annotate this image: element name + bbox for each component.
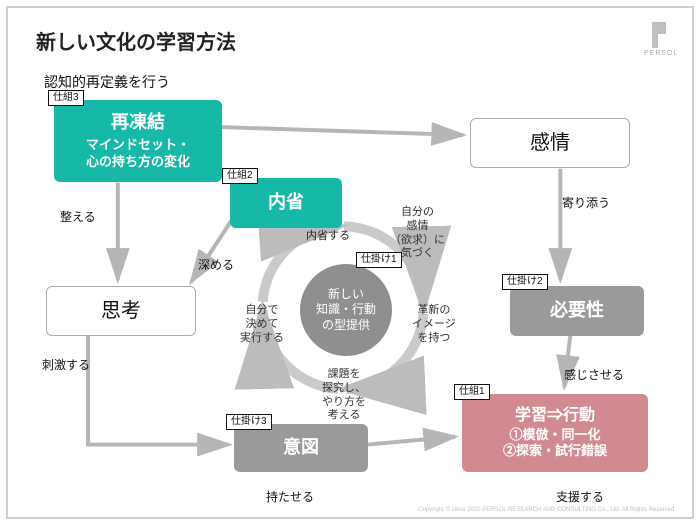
node-center-circle: 新しい 知識・行動 の型提供: [300, 264, 392, 356]
node-emotion-title: 感情: [530, 130, 570, 156]
node-learn-act-line1: ①模倣・同一化: [509, 427, 600, 444]
node-reflect-title: 内省: [268, 191, 304, 214]
page-subtitle: 認知的再定義を行う: [44, 72, 170, 92]
edge-support: 支援する: [556, 488, 604, 505]
node-refreeze-sub: マインドセット・ 心の持ち方の変化: [86, 137, 190, 171]
tag-center: 仕掛け1: [356, 252, 402, 268]
reflect-sub-right: 内省する: [306, 230, 350, 244]
node-intent-title: 意図: [283, 436, 319, 459]
copyright: Copyright © since 2020 PERSOL RESEARCH A…: [418, 507, 676, 513]
cycle-c2: 革新の イメージ を持つ: [412, 304, 456, 345]
edge-deepen: 深める: [198, 256, 234, 273]
cycle-c4: 自分で 決めて 実行する: [240, 304, 284, 345]
node-necessity-title: 必要性: [550, 299, 604, 322]
page-title: 新しい文化の学習方法: [36, 26, 236, 55]
node-emotion: 感情: [470, 118, 630, 168]
edge-feel: 感じさせる: [564, 366, 624, 383]
node-thinking-title: 思考: [101, 298, 141, 324]
tag-intent: 仕掛け3: [226, 414, 272, 430]
edge-stimulate: 刺激する: [42, 356, 90, 373]
tag-learn-act: 仕組1: [454, 384, 490, 400]
tag-refreeze: 仕組3: [48, 90, 84, 106]
logo-text: PERSOL: [644, 50, 674, 57]
edge-hold: 持たせる: [266, 488, 314, 505]
cycle-c3: 課題を 探究し、 やり方を 考える: [322, 368, 366, 423]
node-refreeze-title: 再凍結: [111, 111, 165, 134]
node-learn-act-line2: ②探索・試行錯誤: [503, 443, 607, 460]
edge-set: 整える: [60, 208, 96, 225]
tag-reflect: 仕組2: [222, 168, 258, 184]
node-intent: 意図: [234, 424, 368, 472]
edge-close: 寄り添う: [562, 194, 610, 211]
node-reflect: 内省: [230, 178, 342, 228]
node-center-title: 新しい 知識・行動 の型提供: [316, 287, 376, 334]
node-refreeze: 再凍結 マインドセット・ 心の持ち方の変化: [54, 100, 222, 182]
tag-necessity: 仕掛け2: [502, 274, 548, 290]
node-thinking: 思考: [46, 286, 196, 336]
logo: PERSOL: [644, 22, 674, 57]
node-necessity: 必要性: [510, 286, 644, 336]
node-learn-act: 学習⇒行動 ①模倣・同一化 ②探索・試行錯誤: [462, 394, 648, 472]
node-learn-act-title: 学習⇒行動: [515, 406, 595, 427]
